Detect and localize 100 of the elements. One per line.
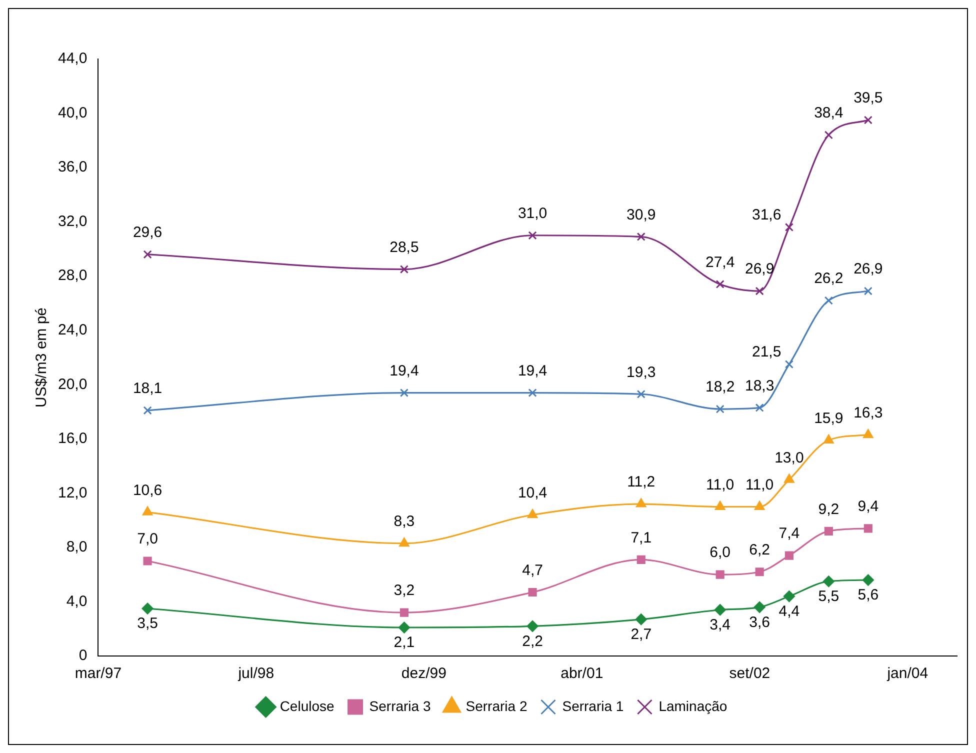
point (822, 576, 834, 588)
point (528, 388, 537, 398)
data-label: 5,6 (858, 586, 879, 604)
x-tick-label: abr/01 (560, 665, 604, 682)
data-label: 11,2 (627, 474, 656, 491)
data-label: 19,4 (390, 362, 419, 380)
point (400, 388, 408, 398)
data-label: 7,1 (630, 529, 652, 546)
point (635, 614, 647, 626)
y-tick-label: 12,0 (58, 484, 88, 502)
point (716, 404, 724, 414)
data-label: 10,4 (518, 484, 548, 502)
point (824, 296, 833, 305)
data-label: 26,9 (854, 260, 883, 278)
point (755, 568, 764, 576)
y-tick-label: 16,0 (58, 430, 88, 448)
data-label: 3,6 (749, 614, 770, 631)
y-tick-label: 20,0 (58, 376, 88, 393)
data-label: 18,3 (744, 377, 774, 394)
data-label: 26,9 (744, 260, 774, 278)
x-tick-label: set/02 (729, 665, 770, 682)
y-tick-label: 40,0 (58, 104, 88, 122)
data-label: 8,3 (394, 513, 415, 530)
point (398, 622, 410, 634)
data-label: 15,9 (814, 410, 844, 427)
data-label: 11,0 (706, 476, 734, 494)
point (864, 286, 872, 296)
data-label: 39,5 (854, 90, 883, 107)
point (862, 574, 874, 586)
point (755, 403, 764, 412)
data-label: 28,5 (390, 238, 419, 256)
x-tick-label: jul/98 (237, 665, 274, 682)
y-tick-label: 28,0 (58, 267, 88, 284)
point (864, 116, 872, 124)
point (863, 429, 874, 438)
data-label: 2,1 (394, 634, 415, 652)
data-label: 21,5 (752, 343, 782, 360)
data-label: 3,5 (137, 615, 158, 632)
x-tick-label: dez/99 (401, 665, 446, 682)
point (755, 286, 764, 296)
data-label: 19,3 (626, 364, 656, 381)
legend-label: Laminação (658, 698, 728, 714)
x-tick-label: mar/97 (74, 665, 122, 682)
point (784, 222, 794, 232)
point (142, 602, 154, 614)
data-label: 7,4 (778, 525, 800, 542)
y-tick-label: 24,0 (58, 322, 88, 339)
data-label: 2,2 (522, 632, 543, 650)
point (784, 551, 794, 560)
point (399, 538, 410, 547)
point (636, 390, 646, 398)
data-label: 29,6 (132, 224, 162, 242)
point (716, 570, 724, 579)
data-label: 6,0 (710, 544, 731, 562)
data-label: 7,0 (137, 530, 158, 548)
legend-label: Serraria 1 (562, 698, 624, 714)
data-label: 3,4 (710, 616, 731, 634)
data-label: 9,2 (818, 500, 840, 518)
data-label: 4,4 (778, 602, 800, 620)
point (864, 524, 872, 533)
point (143, 250, 152, 259)
y-axis-title: US$/m3 em pé (33, 307, 50, 408)
point (824, 130, 833, 140)
point (400, 608, 408, 617)
y-tick-label: 36,0 (58, 158, 88, 176)
point (754, 501, 765, 510)
point (716, 280, 724, 289)
point (636, 498, 646, 508)
point (754, 601, 766, 613)
point (528, 231, 537, 240)
data-label: 19,4 (518, 362, 548, 380)
data-label: 18,2 (705, 378, 735, 396)
legend-label: Serraria 3 (369, 698, 431, 714)
point (528, 588, 537, 597)
data-label: 3,2 (394, 582, 415, 600)
point (715, 501, 726, 510)
point (783, 590, 795, 602)
legend-label: Celulose (280, 698, 335, 714)
point (636, 232, 646, 242)
point (400, 265, 408, 274)
data-label: 6,2 (749, 542, 770, 559)
data-label: 5,5 (818, 588, 840, 606)
data-label: 31,0 (518, 205, 548, 222)
data-label: 26,2 (814, 270, 844, 288)
point (824, 434, 834, 444)
point (714, 604, 726, 616)
data-label: 31,6 (752, 206, 782, 224)
y-tick-label: 32,0 (58, 212, 88, 230)
data-label: 2,7 (630, 626, 652, 644)
data-label: 30,9 (626, 206, 656, 224)
point (784, 360, 794, 369)
point (143, 556, 152, 566)
data-label: 10,6 (132, 482, 162, 499)
data-label: 38,4 (814, 104, 844, 122)
data-label: 4,7 (522, 562, 543, 579)
y-tick-label: 8,0 (66, 538, 88, 556)
data-label: 11,0 (746, 476, 774, 494)
y-tick-label: 4,0 (66, 592, 88, 610)
data-label: 9,4 (858, 498, 879, 516)
data-label: 16,3 (854, 404, 883, 422)
